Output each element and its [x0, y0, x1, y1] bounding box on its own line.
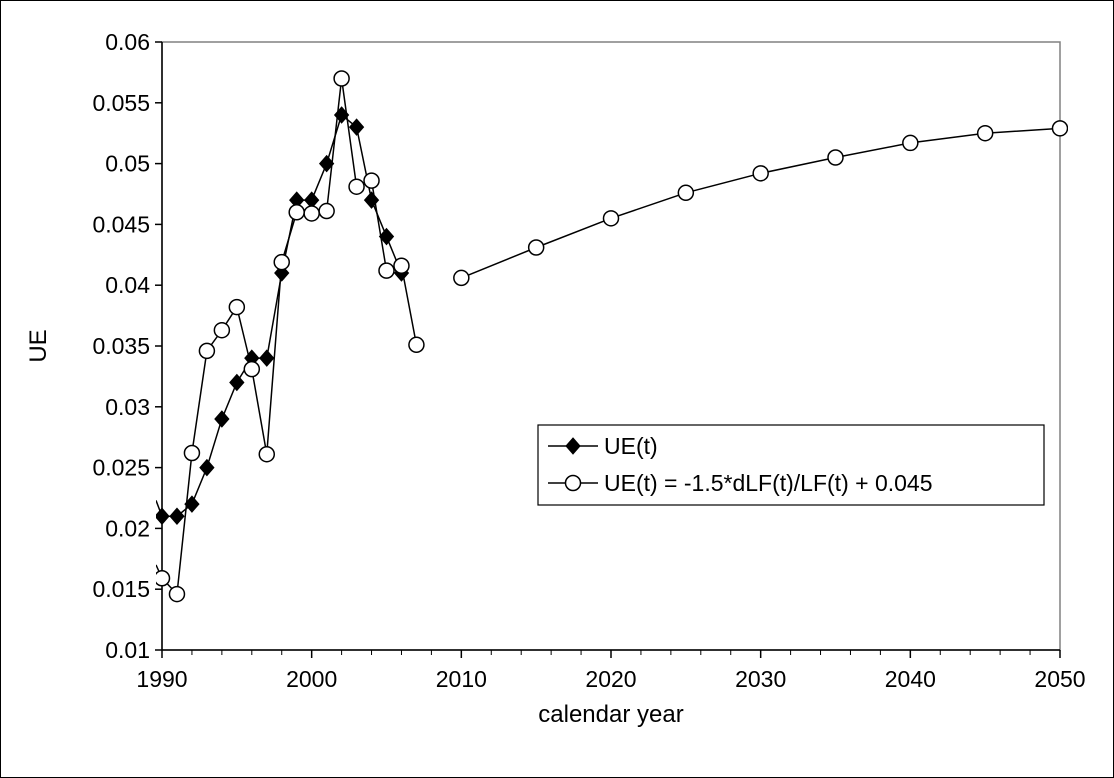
series-1-point [169, 507, 185, 525]
series-2-point [408, 336, 425, 354]
series-2-point [168, 585, 186, 603]
series-2-point [393, 257, 410, 274]
y-tick-label: 0.01 [105, 637, 150, 663]
y-tick-label: 0.05 [105, 151, 150, 177]
series-1-point [229, 373, 245, 392]
y-axis-title: UE [25, 329, 52, 362]
series-2-point [198, 342, 216, 360]
series-1-point [156, 507, 170, 525]
series-2-point [677, 184, 695, 202]
x-tick-label: 2040 [885, 666, 936, 692]
y-tick-label: 0.035 [92, 333, 150, 359]
series-2-point [156, 570, 171, 587]
series-2-point [1051, 120, 1068, 137]
y-tick-label: 0.04 [105, 272, 150, 298]
series-2-point [288, 203, 305, 221]
x-tick-label: 2050 [1034, 666, 1085, 692]
y-tick-label: 0.03 [105, 394, 150, 420]
x-tick-label: 2000 [286, 666, 337, 692]
series-2-point [318, 202, 335, 220]
legend-label-2: UE(t) = -1.5*dLF(t)/LF(t) + 0.045 [604, 470, 933, 496]
legend-marker-1 [565, 437, 581, 455]
series-2-point [258, 445, 276, 463]
series-2-point [183, 444, 201, 462]
series-layer [156, 70, 1068, 603]
legend: UE(t) UE(t) = -1.5*dLF(t)/LF(t) + 0.045 [537, 424, 1045, 506]
series-2-point [976, 124, 994, 142]
series-2 [156, 70, 1068, 603]
legend-box [537, 424, 1045, 506]
y-tick-label: 0.045 [92, 211, 150, 237]
series-2-point [363, 172, 380, 189]
series-2-point [827, 149, 844, 166]
series-2-point [752, 165, 769, 182]
x-axis-title: calendar year [538, 701, 683, 728]
y-tick-label: 0.055 [92, 90, 150, 116]
series-2-point [348, 178, 365, 195]
series-1-point [318, 154, 335, 173]
series-2-point [333, 70, 350, 87]
x-tick-label: 2010 [436, 666, 487, 692]
x-tick-label: 2030 [735, 666, 786, 692]
series-2-point [303, 205, 320, 222]
series-2-point [243, 360, 261, 378]
series-2-point [213, 321, 231, 339]
y-tick-label: 0.015 [92, 576, 150, 602]
series-1-point [199, 458, 215, 477]
series-2-point [378, 262, 395, 279]
axes: 0.01 0.015 0.02 0.025 0.03 0.035 0.04 0.045 0.05… [92, 29, 1085, 692]
series-1-point [348, 118, 365, 136]
series-1-point [214, 410, 230, 428]
y-tick-label: 0.06 [105, 29, 150, 55]
series-2-point [453, 269, 470, 287]
x-tick-label: 2020 [585, 666, 636, 692]
plot-area [161, 41, 1061, 651]
series-2-point [602, 210, 620, 227]
y-tick-label: 0.025 [92, 455, 150, 481]
series-2-point [273, 253, 290, 271]
x-tick-label: 1990 [136, 666, 187, 692]
series-2-point [228, 298, 246, 316]
series-1-point [259, 349, 275, 367]
legend-label-1: UE(t) [604, 433, 658, 459]
y-tick-label: 0.02 [105, 515, 150, 541]
series-2-point [527, 239, 545, 256]
legend-marker-2 [564, 474, 582, 492]
series-2-point [902, 134, 919, 152]
series-1-point [378, 227, 395, 246]
